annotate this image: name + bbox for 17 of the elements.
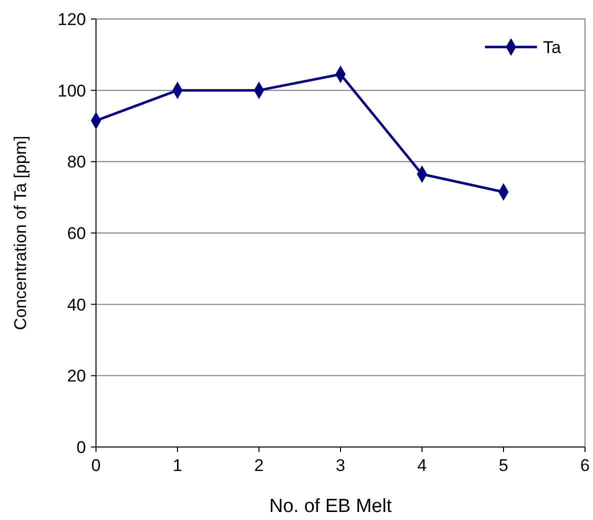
y-tick-label: 0 — [76, 438, 86, 457]
x-axis-title: No. of EB Melt — [269, 496, 392, 517]
x-tick-label: 3 — [336, 456, 346, 475]
y-tick-label: 20 — [67, 366, 86, 386]
y-tick-label: 120 — [58, 10, 86, 29]
x-tick-label: 1 — [172, 456, 182, 475]
y-tick-label: 80 — [67, 152, 86, 172]
y-tick-label: 60 — [67, 224, 86, 243]
y-axis-title: Concentration of Ta [ppm] — [11, 136, 30, 330]
legend-label: Ta — [543, 38, 562, 57]
x-tick-label: 6 — [580, 456, 590, 475]
x-tick-label: 4 — [417, 456, 427, 475]
x-tick-label: 5 — [498, 456, 508, 475]
x-tick-label: 0 — [91, 456, 101, 475]
y-tick-label: 100 — [58, 81, 86, 100]
y-tick-label: 40 — [67, 295, 86, 314]
x-tick-label: 2 — [254, 456, 264, 475]
